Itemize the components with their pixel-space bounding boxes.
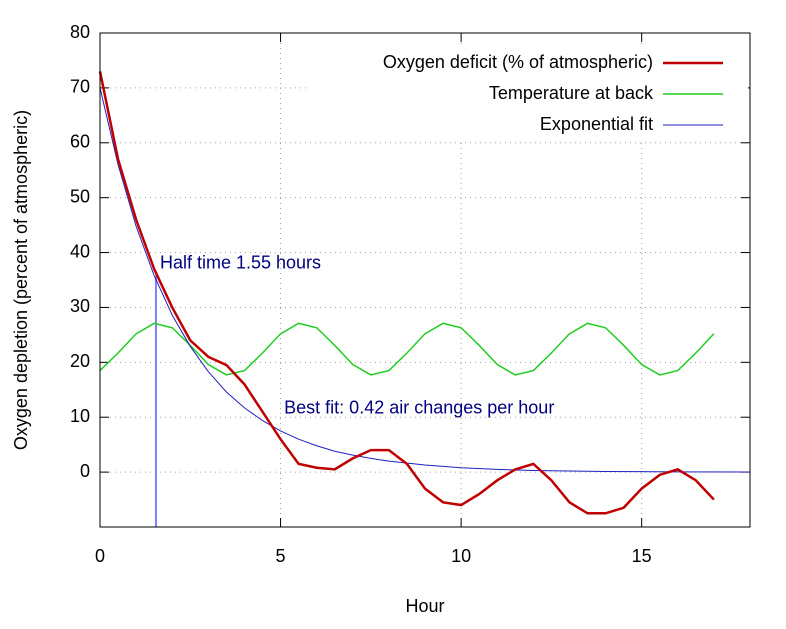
x-tick-label: 15 bbox=[632, 546, 652, 566]
series-line bbox=[99, 87, 751, 473]
y-tick-label: 20 bbox=[70, 351, 90, 371]
y-tick-label: 30 bbox=[70, 296, 90, 316]
series-line bbox=[98, 71, 715, 515]
legend-label: Oxygen deficit (% of atmospheric) bbox=[383, 52, 653, 72]
x-tick-label: 0 bbox=[95, 546, 105, 566]
y-tick-label: 10 bbox=[70, 406, 90, 426]
annotation: Half time 1.55 hours bbox=[160, 252, 321, 272]
y-tick-label: 70 bbox=[70, 77, 90, 97]
y-tick-label: 80 bbox=[70, 22, 90, 42]
y-tick-label: 40 bbox=[70, 241, 90, 261]
x-axis-label: Hour bbox=[405, 596, 444, 616]
x-tick-label: 5 bbox=[276, 546, 286, 566]
series-line bbox=[99, 322, 715, 376]
legend-label: Exponential fit bbox=[540, 114, 653, 134]
y-tick-label: 0 bbox=[80, 461, 90, 481]
plot-border bbox=[99, 32, 751, 528]
legend-label: Temperature at back bbox=[489, 83, 654, 103]
y-tick-label: 60 bbox=[70, 132, 90, 152]
y-tick-label: 50 bbox=[70, 186, 90, 206]
annotation: Best fit: 0.42 air changes per hour bbox=[284, 398, 554, 418]
x-tick-label: 10 bbox=[451, 546, 471, 566]
y-axis-label: Oxygen depletion (percent of atmospheric… bbox=[11, 110, 31, 450]
